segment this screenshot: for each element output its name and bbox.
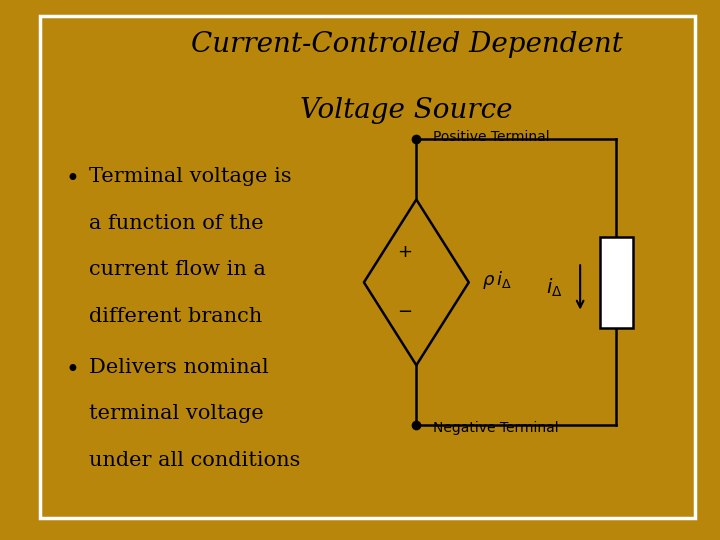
Text: Voltage Source: Voltage Source xyxy=(300,97,513,124)
Text: •: • xyxy=(66,357,80,382)
Text: Positive Terminal: Positive Terminal xyxy=(433,130,549,144)
Text: $\rho\,i_\Delta$: $\rho\,i_\Delta$ xyxy=(482,269,512,291)
Text: Negative Terminal: Negative Terminal xyxy=(433,421,558,435)
Text: Delivers nominal: Delivers nominal xyxy=(89,357,269,377)
Text: terminal voltage: terminal voltage xyxy=(89,404,264,423)
Text: −: − xyxy=(397,303,412,321)
Text: different branch: different branch xyxy=(89,307,262,326)
Bar xyxy=(600,237,633,328)
Text: current flow in a: current flow in a xyxy=(89,260,266,279)
Text: +: + xyxy=(397,243,412,261)
Text: $i_\Delta$: $i_\Delta$ xyxy=(546,276,562,299)
Text: under all conditions: under all conditions xyxy=(89,451,300,470)
Text: •: • xyxy=(66,167,80,191)
Text: a function of the: a function of the xyxy=(89,213,264,233)
Text: Terminal voltage is: Terminal voltage is xyxy=(89,167,292,186)
Text: Current-Controlled Dependent: Current-Controlled Dependent xyxy=(191,31,623,58)
